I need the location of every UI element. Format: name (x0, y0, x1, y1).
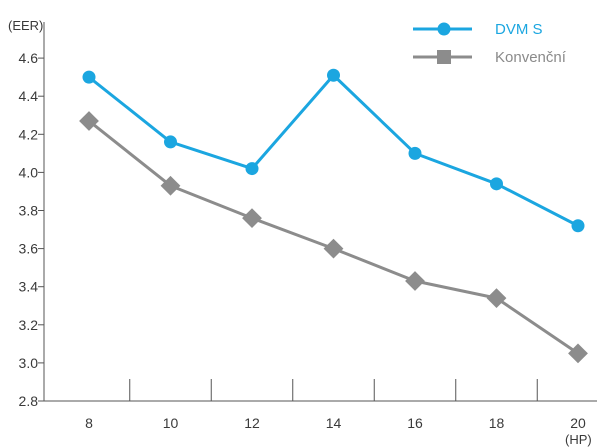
x-tick-label: 18 (489, 415, 505, 431)
data-point (242, 208, 262, 228)
y-tick-label: 4.2 (19, 126, 39, 142)
legend-item-konvencni: Konvenční (413, 49, 567, 66)
x-tick-label: 10 (163, 415, 179, 431)
data-point (246, 162, 259, 175)
data-point (490, 177, 503, 190)
data-point (487, 288, 507, 308)
legend-konvencni-label: Konvenční (495, 49, 567, 66)
legend: DVM S Konvenční (413, 21, 567, 66)
x-tick-label: 8 (85, 415, 93, 431)
data-point (324, 239, 344, 259)
x-axis-unit-label: (HP) (565, 432, 592, 447)
series-line (89, 121, 578, 353)
y-tick-label: 3.4 (19, 279, 39, 295)
y-tick-label: 3.6 (19, 241, 39, 257)
y-tick-label: 2.8 (19, 393, 39, 409)
legend-dvm-s-marker (438, 23, 451, 36)
data-point (164, 135, 177, 148)
data-point (409, 147, 422, 160)
series-konvencni (79, 111, 588, 363)
data-point (405, 271, 425, 291)
data-point (572, 219, 585, 232)
axes (44, 22, 597, 401)
series-line (89, 75, 578, 225)
y-tick-label: 3.2 (19, 317, 39, 333)
y-tick-label: 4.4 (19, 88, 39, 104)
y-axis-unit-label: (EER) (8, 18, 43, 33)
data-point (568, 343, 588, 363)
x-ticks: 8 10 12 14 16 18 20 (85, 379, 586, 431)
legend-konvencni-marker (437, 50, 451, 64)
x-tick-label: 12 (244, 415, 260, 431)
y-tick-label: 3.0 (19, 355, 39, 371)
y-tick-label: 4.6 (19, 50, 39, 66)
y-tick-label: 3.8 (19, 203, 39, 219)
series-dvm-s (83, 69, 585, 232)
x-tick-label: 14 (326, 415, 342, 431)
legend-dvm-s-label: DVM S (495, 21, 543, 38)
y-ticks: 2.8 3.0 3.2 3.4 3.6 3.8 4.0 4.2 4.4 4.6 (19, 50, 44, 409)
data-point (327, 69, 340, 82)
y-tick-label: 4.0 (19, 164, 39, 180)
x-tick-label: 20 (570, 415, 586, 431)
data-point (83, 71, 96, 84)
legend-item-dvm-s: DVM S (413, 21, 543, 38)
x-tick-label: 16 (407, 415, 423, 431)
series-layer (79, 69, 588, 364)
